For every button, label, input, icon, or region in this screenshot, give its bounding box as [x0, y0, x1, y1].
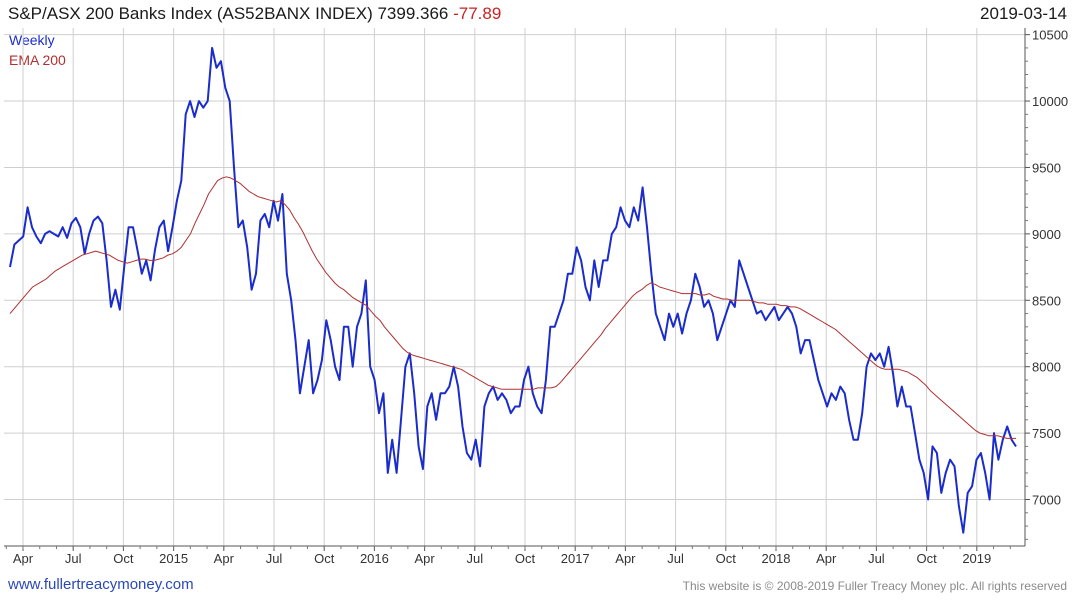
- legend-weekly: Weekly: [9, 32, 55, 48]
- title-text: S&P/ASX 200 Banks Index (AS52BANX INDEX)…: [8, 4, 449, 23]
- ema-line: [9, 176, 1016, 439]
- y-tick-label: 8500: [1032, 293, 1061, 308]
- y-tick-label: 9500: [1032, 160, 1061, 175]
- x-tick-label: Apr: [13, 551, 34, 566]
- x-tick-label: Jul: [65, 551, 82, 566]
- x-axis: Apr Jul Oct 2015 Apr Jul Oct 2016 Apr Jul Oct 2017 A…: [5, 546, 1011, 566]
- y-tick-label: 10000: [1032, 94, 1068, 109]
- grid-lines: [4, 28, 1025, 546]
- y-axis: 7000 7500 8000 8500 9000 9500 10000 10500: [1025, 28, 1068, 540]
- x-tick-label: Oct: [916, 551, 937, 566]
- x-tick-label: Apr: [214, 551, 235, 566]
- y-tick-label: 7500: [1032, 426, 1061, 441]
- x-tick-label: Jul: [466, 551, 483, 566]
- y-tick-label: 8000: [1032, 360, 1061, 375]
- x-tick-label: Oct: [314, 551, 335, 566]
- x-tick-label: Apr: [615, 551, 636, 566]
- weekly-line: [9, 46, 1017, 534]
- y-tick-label: 9000: [1032, 227, 1061, 242]
- plot-frame: [4, 28, 1026, 547]
- series-lines: [9, 46, 1017, 534]
- x-tick-label: Oct: [716, 551, 737, 566]
- x-tick-label: 2015: [159, 551, 188, 566]
- x-tick-label: Oct: [113, 551, 134, 566]
- x-tick-label: Jul: [266, 551, 283, 566]
- x-tick-label: Jul: [667, 551, 684, 566]
- y-tick-label: 10500: [1032, 28, 1068, 43]
- x-tick-label: Jul: [868, 551, 885, 566]
- x-tick-label: 2019: [962, 551, 991, 566]
- x-tick-label: 2017: [561, 551, 590, 566]
- price-change: -77.89: [453, 4, 502, 23]
- copyright-text: This website is © 2008-2019 Fuller Treac…: [682, 579, 1067, 593]
- site-link[interactable]: www.fullertreacymoney.com: [8, 576, 194, 593]
- y-tick-label: 7000: [1032, 493, 1061, 508]
- x-tick-label: Oct: [515, 551, 536, 566]
- chart-title: S&P/ASX 200 Banks Index (AS52BANX INDEX)…: [8, 4, 501, 24]
- x-tick-label: 2018: [762, 551, 791, 566]
- x-tick-label: Apr: [414, 551, 435, 566]
- chart-date: 2019-03-14: [980, 4, 1067, 23]
- x-tick-label: 2016: [360, 551, 389, 566]
- x-tick-label: Apr: [816, 551, 837, 566]
